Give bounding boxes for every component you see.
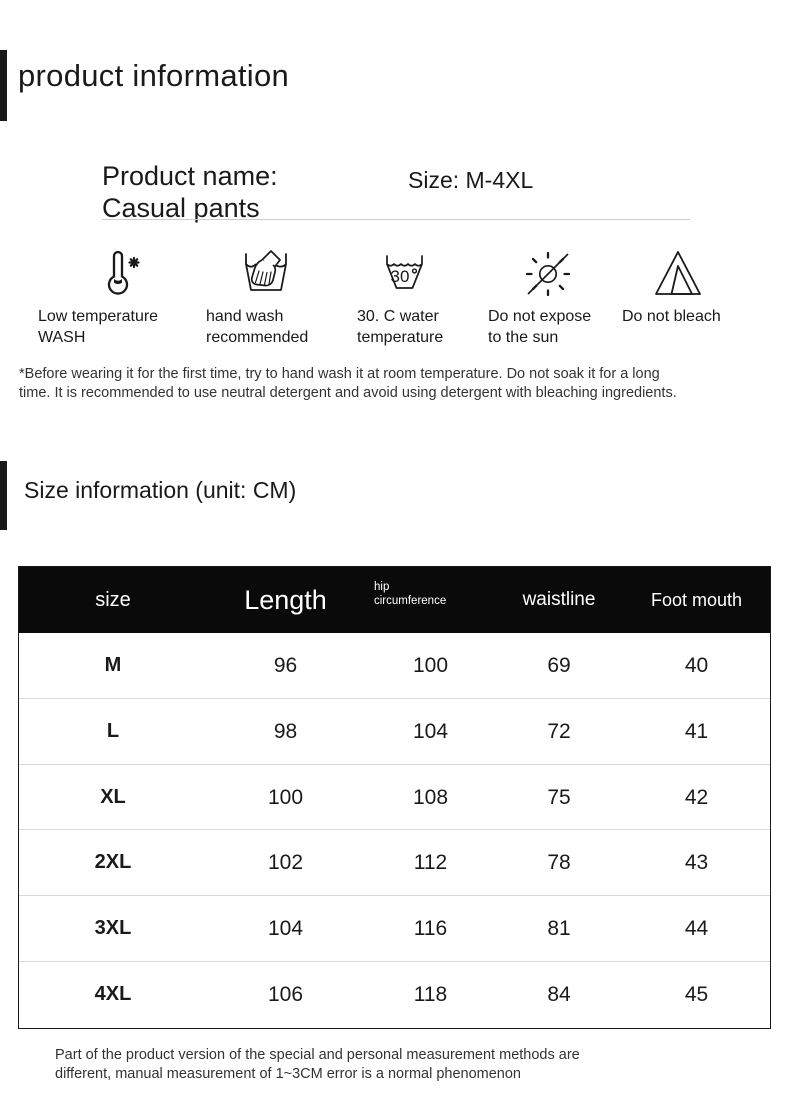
svg-text:30: 30	[391, 267, 410, 286]
